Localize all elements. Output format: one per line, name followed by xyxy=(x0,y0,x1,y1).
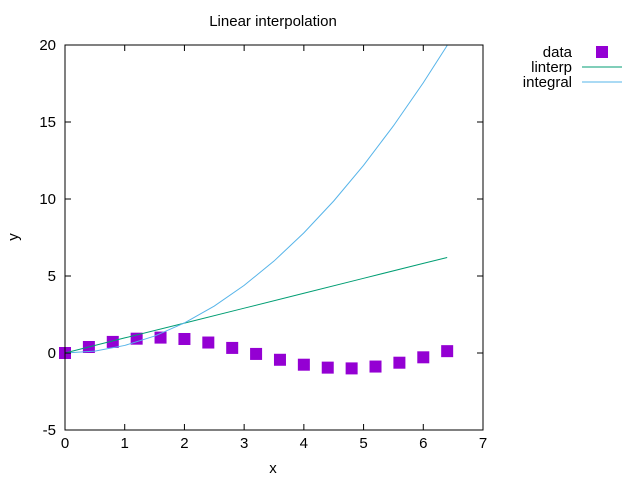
x-tick-label: 0 xyxy=(61,435,69,452)
legend-label-linterp: linterp xyxy=(531,59,572,76)
x-tick-label: 1 xyxy=(121,435,129,452)
data-point xyxy=(345,362,358,375)
data-point xyxy=(202,336,215,349)
y-tick-label: 15 xyxy=(39,114,56,131)
data-point xyxy=(369,360,382,373)
y-tick-label: 20 xyxy=(39,37,56,54)
x-tick-label: 2 xyxy=(180,435,188,452)
plot-border xyxy=(64,44,484,431)
x-tick-label: 3 xyxy=(240,435,248,452)
data-point xyxy=(393,356,406,369)
chart-title: Linear interpolation xyxy=(209,13,337,30)
y-tick-label: 0 xyxy=(48,345,56,362)
legend-label-integral: integral xyxy=(523,74,572,91)
plot-area xyxy=(59,45,454,375)
x-tick-label: 4 xyxy=(300,435,308,452)
data-point xyxy=(106,335,119,348)
y-axis-label: y xyxy=(5,233,22,241)
legend-label-data: data xyxy=(543,44,573,61)
data-point xyxy=(178,332,191,345)
x-tick-label: 7 xyxy=(479,435,487,452)
data-point xyxy=(297,358,310,371)
x-tick-label: 6 xyxy=(419,435,427,452)
data-point xyxy=(417,351,430,364)
series-line-linterp xyxy=(64,257,448,354)
series-line-integral xyxy=(64,45,448,354)
y-tick-label: -5 xyxy=(43,422,56,439)
data-point xyxy=(441,345,454,358)
data-point xyxy=(226,341,239,354)
data-point xyxy=(273,353,286,366)
x-tick-label: 5 xyxy=(359,435,367,452)
y-tick-label: 5 xyxy=(48,268,56,285)
data-point xyxy=(321,361,334,374)
axes: 0 1 2 3 4 5 6 7 -5 0 5 10 15 20 xyxy=(39,37,487,452)
data-point xyxy=(250,347,263,360)
y-tick-label: 10 xyxy=(39,191,56,208)
legend-swatch-data xyxy=(596,46,608,58)
x-axis-label: x xyxy=(269,460,277,477)
